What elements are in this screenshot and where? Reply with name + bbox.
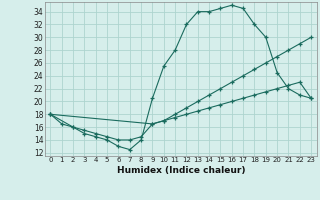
X-axis label: Humidex (Indice chaleur): Humidex (Indice chaleur) [116, 166, 245, 175]
